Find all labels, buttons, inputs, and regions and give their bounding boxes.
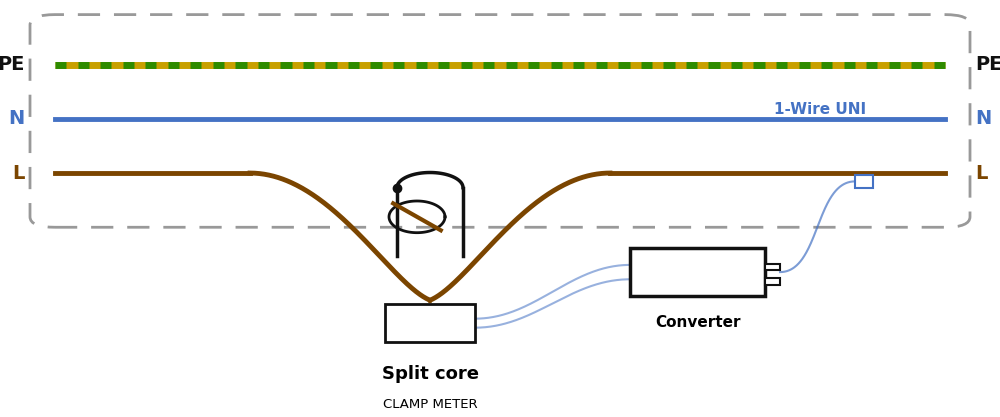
Bar <box>630 248 765 296</box>
Text: PE: PE <box>0 55 25 74</box>
Text: CLAMP METER: CLAMP METER <box>383 398 477 411</box>
Text: Converter: Converter <box>655 315 740 330</box>
Text: 1-Wire UNI: 1-Wire UNI <box>774 102 866 117</box>
Text: L: L <box>975 163 987 183</box>
Bar <box>765 278 780 285</box>
Text: Split core: Split core <box>382 365 479 383</box>
Text: PE: PE <box>975 55 1000 74</box>
Bar <box>385 304 475 342</box>
Bar <box>765 264 780 270</box>
Bar <box>855 175 873 188</box>
Text: L: L <box>13 163 25 183</box>
Text: N: N <box>975 109 991 128</box>
Text: N: N <box>9 109 25 128</box>
